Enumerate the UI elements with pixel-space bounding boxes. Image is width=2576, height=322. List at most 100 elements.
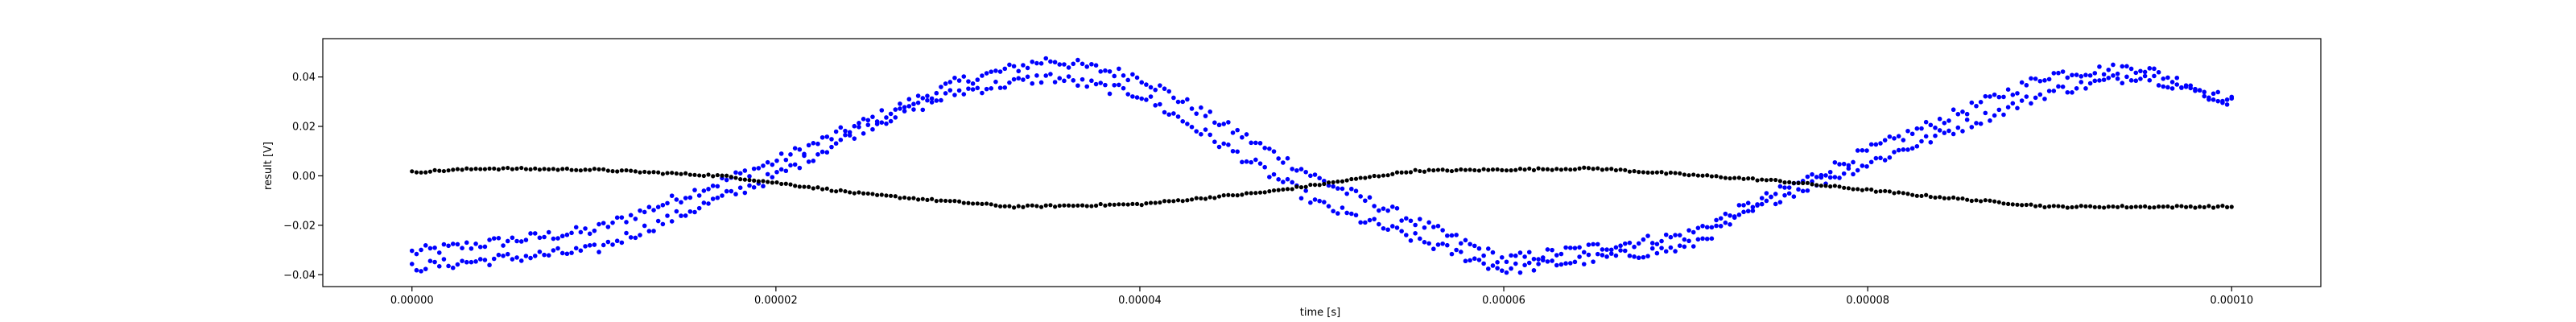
data-point	[2211, 91, 2216, 97]
data-point	[1007, 204, 1012, 208]
data-point	[2147, 205, 2152, 210]
data-point	[455, 262, 460, 267]
data-point	[583, 167, 588, 172]
data-point	[1349, 211, 1354, 217]
data-point	[1750, 208, 1756, 213]
data-point	[1454, 233, 1459, 237]
data-point	[2083, 72, 2088, 77]
data-point	[423, 266, 428, 271]
data-point	[774, 180, 779, 185]
data-point	[1755, 202, 1760, 207]
data-point	[1257, 190, 1263, 195]
data-point	[706, 187, 711, 192]
data-point	[1882, 158, 1888, 163]
data-point	[1153, 87, 1158, 93]
data-point	[523, 254, 529, 258]
data-point	[1782, 185, 1787, 190]
data-point	[496, 236, 502, 241]
data-point	[1645, 170, 1650, 175]
data-point	[679, 171, 683, 176]
data-point	[1969, 125, 1975, 130]
data-point	[528, 255, 533, 261]
data-point	[1764, 198, 1769, 204]
data-point	[1166, 199, 1171, 204]
data-point	[1728, 222, 1732, 227]
data-point	[615, 169, 620, 174]
data-point	[1125, 92, 1131, 97]
data-point	[1677, 243, 1682, 249]
data-point	[2165, 85, 2170, 90]
data-point	[1002, 66, 1008, 72]
data-point	[1678, 171, 1682, 176]
data-point	[1472, 256, 1477, 262]
data-point	[2015, 105, 2020, 111]
data-point	[2037, 78, 2043, 84]
data-point	[2116, 204, 2120, 209]
data-point	[1271, 171, 1277, 177]
data-point	[1481, 253, 1486, 258]
data-point	[792, 146, 798, 151]
data-point	[564, 251, 570, 257]
data-point	[1312, 183, 1318, 188]
data-point	[427, 246, 433, 251]
data-point	[1827, 169, 1833, 175]
data-point	[1745, 208, 1751, 214]
data-point	[2020, 203, 2025, 208]
data-point	[737, 171, 743, 176]
data-point	[819, 134, 825, 140]
x-tick-label: 0.00008	[1846, 295, 1889, 307]
data-point	[1203, 114, 1208, 118]
data-point	[697, 173, 702, 178]
data-point	[1769, 194, 1773, 200]
data-point	[1331, 184, 1335, 189]
data-point	[1221, 141, 1226, 147]
data-point	[1463, 237, 1468, 243]
data-point	[1490, 263, 1496, 268]
data-point	[742, 190, 748, 196]
data-point	[1691, 172, 1696, 177]
data-point	[1704, 236, 1710, 242]
data-point	[1358, 175, 1363, 180]
data-point	[1728, 175, 1732, 181]
data-point	[2070, 72, 2074, 78]
data-point	[1704, 225, 1710, 230]
data-point	[450, 242, 456, 246]
data-point	[1449, 233, 1455, 238]
data-point	[2207, 97, 2211, 102]
data-point	[2124, 74, 2129, 80]
data-point	[1832, 175, 1838, 180]
data-point	[1134, 201, 1140, 207]
data-point	[1750, 204, 1756, 210]
data-point	[1595, 251, 1600, 257]
data-point	[1841, 171, 1847, 176]
data-point	[797, 147, 803, 152]
data-point	[902, 195, 907, 200]
data-point	[1180, 99, 1186, 105]
data-point	[1641, 237, 1646, 242]
data-point	[793, 184, 798, 188]
data-point	[1290, 187, 1294, 192]
data-point	[1668, 170, 1673, 175]
data-point	[2111, 73, 2116, 78]
data-point	[1445, 242, 1450, 248]
data-point	[646, 229, 652, 233]
data-point	[1030, 203, 1034, 208]
data-point	[1983, 93, 1988, 99]
data-point	[1226, 192, 1231, 197]
data-point	[1536, 257, 1541, 262]
data-point	[906, 97, 912, 102]
data-point	[1499, 268, 1505, 273]
data-point	[1550, 258, 1554, 263]
data-point	[733, 170, 738, 175]
data-point	[1777, 184, 1783, 189]
data-point	[870, 126, 875, 132]
data-point	[761, 179, 766, 184]
data-point	[1764, 178, 1769, 183]
data-point	[2092, 71, 2098, 76]
data-point	[947, 199, 952, 204]
data-point	[518, 258, 524, 263]
data-point	[1919, 126, 1924, 131]
data-point	[1303, 188, 1308, 193]
data-point	[414, 170, 419, 175]
data-point	[542, 234, 547, 240]
